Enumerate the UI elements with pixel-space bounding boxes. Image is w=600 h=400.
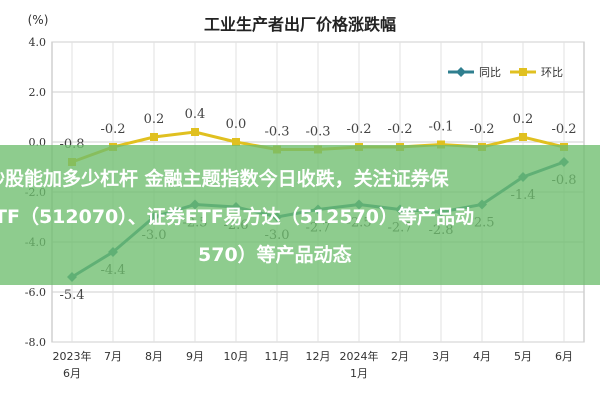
- x-tick-label: 8月: [145, 350, 163, 363]
- x-tick-label: 9月: [186, 350, 204, 363]
- legend-marker: [456, 67, 466, 77]
- x-tick-label: 7月: [104, 350, 122, 363]
- data-label-mom: -0.1: [428, 120, 453, 135]
- legend-marker: [519, 68, 527, 76]
- data-label-mom: -0.3: [264, 125, 289, 140]
- banner-line-1: 炒股能加多少杠杆 金融主题指数今日收跌，关注证券保: [0, 168, 449, 190]
- banner-line-2: TF（512070）、证券ETF易方达（512570）等产品动: [0, 206, 475, 228]
- x-tick-label: 5月: [514, 350, 532, 363]
- y-tick-label: 2.0: [29, 86, 47, 99]
- data-point-mom: [191, 128, 199, 136]
- data-label-mom: -0.2: [100, 122, 125, 137]
- y-axis-unit: (%): [28, 13, 49, 27]
- x-tick-label: 11月: [265, 350, 290, 363]
- legend-label: 同比: [479, 66, 501, 79]
- y-tick-label: -6.0: [25, 286, 46, 299]
- banner-line-3: 570）等产品动态: [198, 244, 352, 266]
- data-label-mom: -0.3: [305, 125, 330, 140]
- y-tick-label: -8.0: [25, 336, 46, 349]
- data-point-mom: [232, 138, 240, 146]
- data-label-mom: 0.2: [513, 112, 534, 127]
- news-banner[interactable]: 炒股能加多少杠杆 金融主题指数今日收跌，关注证券保 TF（512070）、证券E…: [0, 145, 600, 285]
- data-label-mom: 0.2: [144, 112, 165, 127]
- data-point-mom: [150, 133, 158, 141]
- x-tick-labels: 2023年 6月 7月 8月 9月 10月 11月 12月 2024年 1月 2月 3月 4月 5月 6月: [53, 349, 574, 380]
- x-tick-label: 2023年 6月: [53, 349, 92, 380]
- data-label-mom: -0.2: [551, 122, 576, 137]
- data-label-mom: -0.2: [387, 122, 412, 137]
- data-label-mom: 0.0: [226, 117, 247, 132]
- data-label-mom: -0.2: [469, 122, 494, 137]
- x-tick-label: 4月: [473, 350, 491, 363]
- legend-label: 环比: [541, 66, 563, 79]
- data-label-mom: -0.2: [346, 122, 371, 137]
- data-point-mom: [437, 140, 445, 149]
- x-tick-label: 2月: [391, 350, 409, 363]
- x-tick-label: 10月: [224, 350, 249, 363]
- y-tick-label: 4.0: [29, 36, 47, 49]
- data-point-mom: [519, 133, 527, 141]
- data-label-yoy: -5.4: [59, 288, 84, 303]
- x-tick-label: 2024年 1月: [340, 349, 379, 380]
- x-tick-label: 3月: [432, 350, 450, 363]
- chart-title: 工业生产者出厂价格涨跌幅: [204, 15, 396, 34]
- x-tick-label: 6月: [555, 350, 573, 363]
- x-tick-label: 12月: [306, 350, 331, 363]
- legend: 同比 环比: [448, 66, 563, 79]
- data-label-mom: 0.4: [185, 107, 206, 122]
